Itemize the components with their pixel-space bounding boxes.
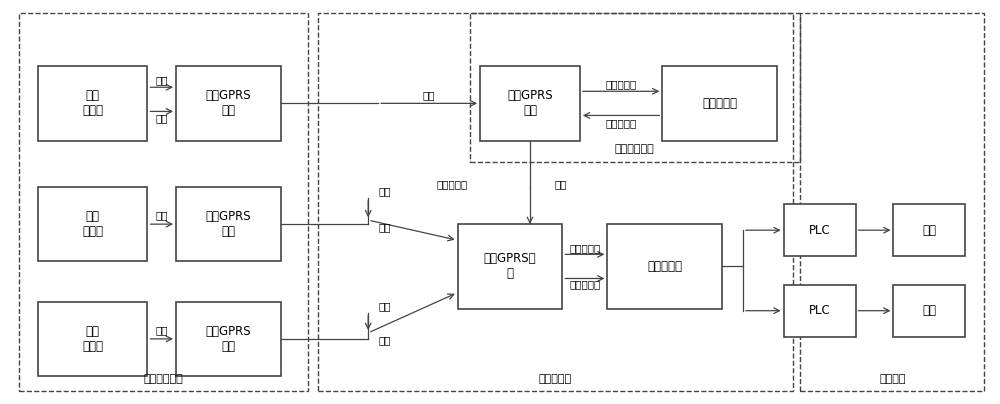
Text: 盐度: 盐度 — [155, 325, 168, 335]
Bar — [893, 284, 965, 337]
Bar — [38, 302, 147, 376]
Text: 江面
监测仪: 江面 监测仪 — [82, 89, 103, 117]
Text: 实时监测单元: 实时监测单元 — [144, 374, 183, 384]
Bar — [893, 204, 965, 257]
Text: 水位: 水位 — [378, 186, 391, 196]
Text: 预测时间段: 预测时间段 — [437, 179, 468, 189]
Text: 发送: 发送 — [378, 335, 391, 345]
Text: 第二计算机: 第二计算机 — [647, 260, 682, 273]
Text: 水库
液位计: 水库 液位计 — [82, 210, 103, 238]
Text: PLC: PLC — [809, 224, 830, 237]
Text: 盐度: 盐度 — [378, 301, 391, 311]
Bar — [176, 66, 281, 141]
Text: 执行机构: 执行机构 — [879, 374, 906, 384]
Bar — [784, 204, 856, 257]
Text: 流速: 流速 — [155, 114, 168, 124]
Text: 发送: 发送 — [555, 179, 567, 189]
Text: 发送: 发送 — [423, 90, 435, 100]
Bar — [662, 66, 777, 141]
Bar — [784, 284, 856, 337]
Bar — [470, 13, 800, 162]
Text: 第三GPRS
模块: 第三GPRS 模块 — [206, 325, 251, 353]
Bar — [38, 66, 147, 141]
Text: 水位: 水位 — [155, 210, 168, 220]
Bar — [318, 13, 793, 391]
Text: 第一GPRS
模块: 第一GPRS 模块 — [206, 89, 251, 117]
Text: 预测时间段: 预测时间段 — [605, 118, 637, 128]
Text: 闸门: 闸门 — [922, 224, 936, 237]
Text: 中央控制室: 中央控制室 — [538, 374, 571, 384]
Text: 盐度、流速: 盐度、流速 — [605, 79, 637, 89]
Bar — [607, 224, 722, 309]
Text: 第二GPRS
模块: 第二GPRS 模块 — [206, 210, 251, 238]
Bar — [38, 187, 147, 261]
Text: 第四GPRS
模块: 第四GPRS 模块 — [507, 89, 553, 117]
Text: 水泵: 水泵 — [922, 304, 936, 317]
Bar — [800, 13, 984, 391]
Bar — [176, 302, 281, 376]
Bar — [458, 224, 562, 309]
Text: 发送: 发送 — [378, 222, 391, 232]
Text: PLC: PLC — [809, 304, 830, 317]
Text: 盐度: 盐度 — [155, 75, 168, 85]
Bar — [176, 187, 281, 261]
Text: 第五GPRS模
块: 第五GPRS模 块 — [484, 252, 536, 280]
Text: 预测时间段: 预测时间段 — [569, 280, 601, 290]
Text: 闸门
盐度仪: 闸门 盐度仪 — [82, 325, 103, 353]
Text: 盐度预报单元: 盐度预报单元 — [615, 145, 655, 154]
Text: 第一计算机: 第一计算机 — [702, 97, 737, 110]
Bar — [480, 66, 580, 141]
Bar — [19, 13, 308, 391]
Text: 水位、盐度: 水位、盐度 — [569, 243, 601, 253]
